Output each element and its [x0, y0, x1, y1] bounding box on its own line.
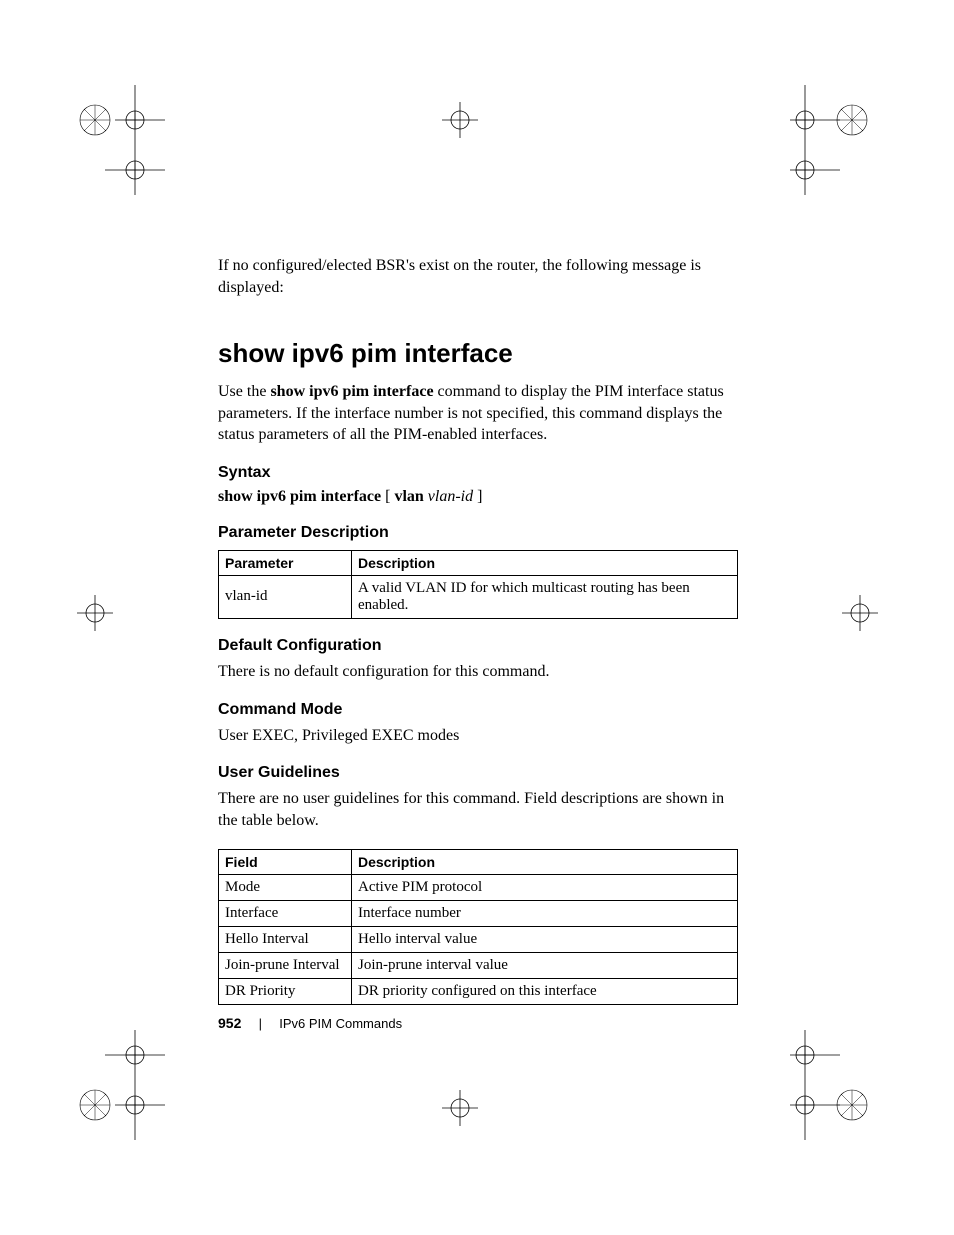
registration-mark-icon: [75, 593, 115, 633]
desc-cell: A valid VLAN ID for which multicast rout…: [352, 575, 738, 618]
param-col-header: Parameter: [219, 550, 352, 575]
field-cell: Hello Interval: [219, 927, 352, 953]
parameter-description-heading: Parameter Description: [218, 524, 738, 542]
field-col-header: Field: [219, 850, 352, 875]
default-config-heading: Default Configuration: [218, 637, 738, 655]
registration-mark-icon: [790, 1030, 890, 1140]
desc-col-header: Description: [352, 550, 738, 575]
user-guidelines-text: There are no user guidelines for this co…: [218, 788, 738, 831]
param-cell: vlan-id: [219, 575, 352, 618]
desc-cell: Hello interval value: [352, 927, 738, 953]
footer-section: IPv6 PIM Commands: [279, 1016, 402, 1031]
command-heading: show ipv6 pim interface: [218, 338, 738, 369]
desc-col-header: Description: [352, 850, 738, 875]
field-table: Field Description Mode Active PIM protoc…: [218, 849, 738, 1005]
syntax-close-bracket: ]: [473, 488, 482, 505]
footer-separator: |: [245, 1016, 276, 1031]
table-header-row: Field Description: [219, 850, 738, 875]
table-row: vlan-id A valid VLAN ID for which multic…: [219, 575, 738, 618]
table-row: DR Priority DR priority configured on th…: [219, 979, 738, 1005]
table-row: Mode Active PIM protocol: [219, 875, 738, 901]
desc-cell: Interface number: [352, 901, 738, 927]
field-cell: Join-prune Interval: [219, 953, 352, 979]
table-row: Join-prune Interval Join-prune interval …: [219, 953, 738, 979]
page-content: If no configured/elected BSR's exist on …: [218, 255, 738, 1017]
field-cell: DR Priority: [219, 979, 352, 1005]
syntax-open-bracket: [: [381, 488, 394, 505]
syntax-heading: Syntax: [218, 464, 738, 482]
registration-mark-icon: [840, 593, 880, 633]
field-cell: Mode: [219, 875, 352, 901]
field-cell: Interface: [219, 901, 352, 927]
registration-mark-icon: [75, 1030, 165, 1140]
desc-cell: Active PIM protocol: [352, 875, 738, 901]
registration-mark-icon: [440, 100, 480, 140]
user-guidelines-heading: User Guidelines: [218, 764, 738, 782]
page-footer: 952 | IPv6 PIM Commands: [218, 1015, 402, 1032]
table-row: Hello Interval Hello interval value: [219, 927, 738, 953]
usage-command: show ipv6 pim interface: [270, 383, 433, 400]
desc-cell: DR priority configured on this interface: [352, 979, 738, 1005]
syntax-vlan-id: vlan-id: [428, 488, 473, 505]
registration-mark-icon: [440, 1088, 480, 1128]
usage-paragraph: Use the show ipv6 pim interface command …: [218, 381, 738, 446]
table-header-row: Parameter Description: [219, 550, 738, 575]
parameter-table: Parameter Description vlan-id A valid VL…: [218, 550, 738, 619]
command-mode-text: User EXEC, Privileged EXEC modes: [218, 725, 738, 747]
desc-cell: Join-prune interval value: [352, 953, 738, 979]
usage-prefix: Use the: [218, 383, 270, 400]
registration-mark-icon: [75, 85, 165, 195]
intro-paragraph: If no configured/elected BSR's exist on …: [218, 255, 738, 298]
command-mode-heading: Command Mode: [218, 701, 738, 719]
syntax-line: show ipv6 pim interface [ vlan vlan-id ]: [218, 488, 738, 506]
table-row: Interface Interface number: [219, 901, 738, 927]
default-config-text: There is no default configuration for th…: [218, 661, 738, 683]
syntax-cmd: show ipv6 pim interface: [218, 488, 381, 505]
syntax-vlan-keyword: vlan: [394, 488, 427, 505]
registration-mark-icon: [790, 85, 890, 195]
page-number: 952: [218, 1015, 241, 1031]
